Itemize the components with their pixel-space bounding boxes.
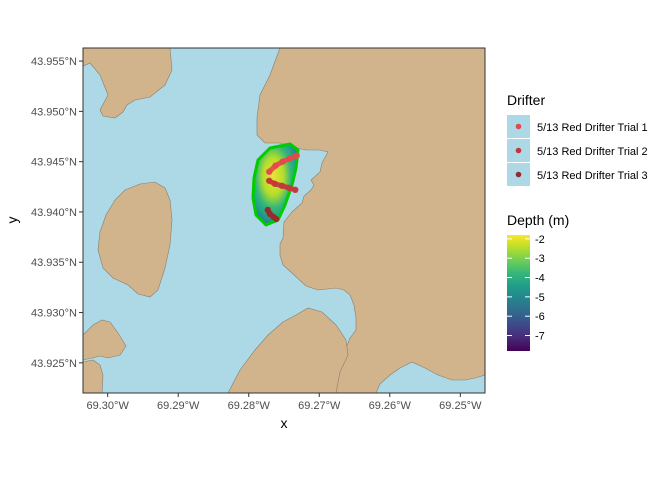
colorbar-label: -7 <box>535 331 545 343</box>
land-southwest-point <box>83 319 127 361</box>
land-layer <box>83 48 485 393</box>
land-northwest <box>83 48 173 119</box>
drifter-legend: Drifter 5/13 Red Drifter Trial 1 5/13 Red… <box>507 92 648 186</box>
legend-label: 5/13 Red Drifter Trial 2 <box>537 146 648 158</box>
drifter-tracks <box>264 152 300 223</box>
drifter-point <box>286 155 293 162</box>
y-tick-label: 43.925°N <box>31 358 77 370</box>
depth-legend: Depth (m) -2 -3 -4 -5 -6 -7 <box>507 212 569 351</box>
depth-colorbar <box>507 235 530 351</box>
drifter-point <box>271 180 279 187</box>
y-tick-label: 43.955°N <box>31 56 77 68</box>
legend-key-point <box>515 123 522 130</box>
colorbar-label: -5 <box>535 292 545 304</box>
drifter-point <box>292 186 299 194</box>
y-tick-label: 43.935°N <box>31 257 77 269</box>
map-panel <box>83 48 485 393</box>
x-tick-label: 69.25°W <box>439 400 482 412</box>
colorbar-label: -6 <box>535 311 545 323</box>
x-tick-label: 69.30°W <box>87 400 130 412</box>
drifter-point <box>279 158 286 165</box>
land-east-mainland <box>256 48 485 393</box>
axes: 69.30°W 69.29°W 69.28°W 69.27°W 69.26°W 69.25… <box>31 56 482 412</box>
x-tick-label: 69.29°W <box>157 400 200 412</box>
x-tick-label: 69.26°W <box>369 400 412 412</box>
depth-legend-title: Depth (m) <box>507 212 569 228</box>
legend-key-point <box>515 147 522 154</box>
y-tick-label: 43.950°N <box>31 106 77 118</box>
drifter-point <box>265 177 273 184</box>
x-tick-label: 69.28°W <box>228 400 271 412</box>
colorbar-label: -3 <box>535 253 545 265</box>
colorbar-label: -2 <box>535 234 545 246</box>
legend-key-point <box>515 171 522 178</box>
y-tick-label: 43.940°N <box>31 207 77 219</box>
y-axis-title: y <box>4 217 20 224</box>
y-tick-label: 43.945°N <box>31 157 77 169</box>
y-tick-label: 43.930°N <box>31 308 77 320</box>
drifter-legend-title: Drifter <box>507 92 545 108</box>
drifter-point <box>293 152 300 159</box>
colorbar-label: -4 <box>535 273 545 285</box>
legend-label: 5/13 Red Drifter Trial 1 <box>537 122 648 134</box>
land-south-peninsula <box>227 307 349 393</box>
drifter-point <box>272 162 279 169</box>
panel-border <box>82 47 486 394</box>
x-axis-title: x <box>281 415 288 431</box>
drifter-point <box>265 168 273 175</box>
legend-label: 5/13 Red Drifter Trial 3 <box>537 170 648 182</box>
drifter-point <box>273 215 280 223</box>
drifter-point <box>285 184 293 192</box>
drifter-point <box>278 182 286 189</box>
x-tick-label: 69.27°W <box>298 400 341 412</box>
land-west-island <box>97 181 173 298</box>
land-southwest-corner <box>83 359 104 393</box>
